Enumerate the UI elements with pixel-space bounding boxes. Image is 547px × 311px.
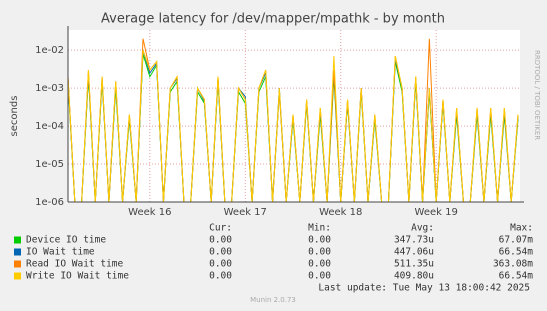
footer: Munin 2.0.73 — [250, 296, 296, 304]
legend-header: Max: — [510, 223, 533, 234]
x-tick-label: Week 17 — [224, 207, 267, 218]
legend-swatch — [14, 248, 21, 256]
legend-header: Avg: — [411, 223, 434, 234]
legend-avg: 409.80u — [394, 271, 434, 282]
legend-min: 0.00 — [308, 247, 331, 258]
series-line — [67, 50, 519, 203]
y-tick-label: 1e-06 — [35, 197, 64, 208]
x-tick-label: Week 16 — [128, 207, 171, 218]
chart-title: Average latency for /dev/mapper/mpathk -… — [101, 12, 445, 27]
y-tick-label: 1e-05 — [35, 159, 64, 170]
legend-max: 66.54m — [499, 271, 534, 282]
y-tick-label: 1e-04 — [35, 121, 64, 132]
legend-cur: 0.00 — [209, 259, 232, 270]
legend-max: 363.08m — [493, 259, 533, 270]
legend-cur: 0.00 — [209, 247, 232, 258]
x-tick-label: Week 19 — [415, 207, 458, 218]
legend-avg: 447.06u — [394, 247, 434, 258]
y-tick-label: 1e-02 — [35, 45, 64, 56]
legend-label: Write IO Wait time — [26, 271, 129, 282]
last-update: Last update: Tue May 13 18:00:42 2025 — [318, 283, 530, 294]
legend-min: 0.00 — [308, 259, 331, 270]
legend-avg: 347.73u — [394, 235, 434, 246]
legend-avg: 511.35u — [394, 259, 434, 270]
legend-header: Min: — [308, 223, 331, 234]
legend-swatch — [14, 260, 21, 268]
x-tick-label: Week 18 — [319, 207, 362, 218]
legend-max: 67.07m — [499, 235, 534, 246]
legend-label: IO Wait time — [26, 247, 95, 258]
legend-cur: 0.00 — [209, 235, 232, 246]
legend-swatch — [14, 236, 21, 244]
legend-min: 0.00 — [308, 235, 331, 246]
y-axis-label: seconds — [9, 96, 20, 137]
legend-header: Cur: — [209, 223, 232, 234]
side-text: RRDTOOL / TOBI OETIKER — [533, 50, 541, 140]
legend-label: Read IO Wait time — [26, 259, 124, 270]
plot-area — [68, 30, 520, 202]
legend-max: 66.54m — [499, 247, 534, 258]
y-tick-label: 1e-03 — [35, 83, 64, 94]
legend-cur: 0.00 — [209, 271, 232, 282]
legend-min: 0.00 — [308, 271, 331, 282]
legend-label: Device IO time — [26, 235, 106, 246]
legend-swatch — [14, 272, 21, 280]
